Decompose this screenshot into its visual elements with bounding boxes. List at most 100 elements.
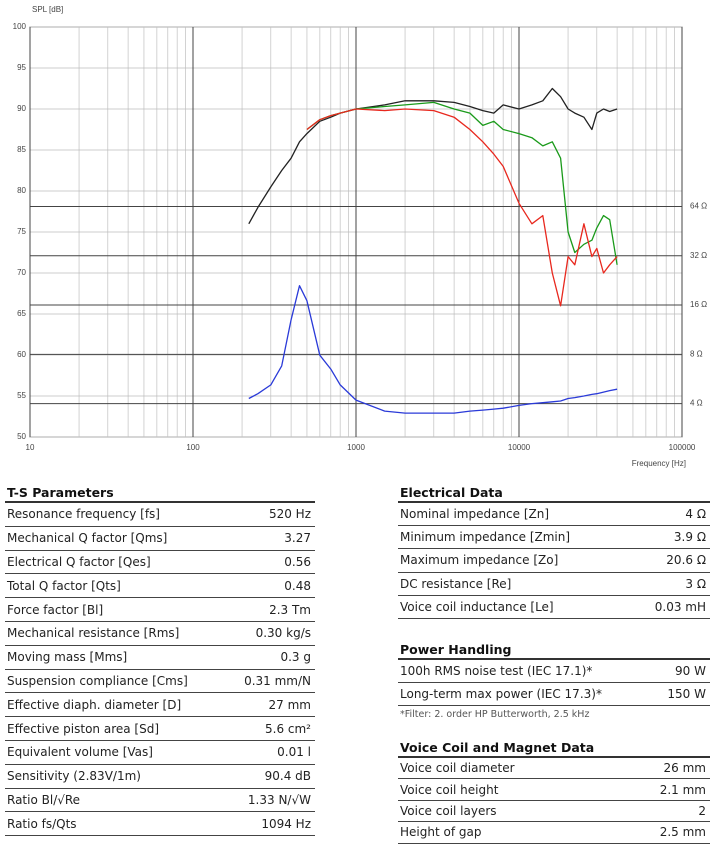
table-row: Minimum impedance [Zmin] 3.9 Ω — [398, 526, 710, 550]
y-tick-label: 65 — [17, 309, 26, 318]
row-label: Force factor [Bl] — [7, 602, 104, 617]
row-value: 27 mm — [268, 697, 311, 712]
row-label: Voice coil inductance [Le] — [400, 599, 554, 614]
table-row: Resonance frequency [fs] 520 Hz — [5, 503, 315, 527]
chart: SPL [dB] Frequency [Hz] 50 55 60 65 70 75 80 85… — [13, 5, 707, 468]
table-row: Total Q factor [Qts] 0.48 — [5, 574, 315, 599]
table-row: Voice coil height 2.1 mm — [398, 779, 710, 801]
row-value: 26 mm — [663, 761, 706, 776]
y-tick-label: 80 — [17, 186, 26, 195]
row-label: Height of gap — [400, 825, 482, 840]
row-label: Ratio Bl/√Re — [7, 792, 81, 807]
table-row: Electrical Q factor [Qes] 0.56 — [5, 551, 315, 575]
row-label: DC resistance [Re] — [400, 576, 512, 591]
row-label: Mechanical Q factor [Qms] — [7, 531, 168, 546]
row-label: Electrical Q factor [Qes] — [7, 554, 151, 569]
table-row: Suspension compliance [Cms] 0.31 mm/N — [5, 670, 315, 694]
row-label: Sensitivity (2.83V/1m) — [7, 769, 141, 784]
table-row: Moving mass [Mms] 0.3 g — [5, 646, 315, 670]
row-value: 3 Ω — [685, 576, 706, 591]
footnote: *Filter: 2. order HP Butterworth, 2.5 kH… — [400, 709, 590, 720]
y-tick-label: 70 — [17, 268, 26, 277]
table-row: Ratio Bl/√Re 1.33 N/√W — [5, 789, 315, 813]
row-label: Minimum impedance [Zmin] — [400, 530, 571, 545]
row-label: Resonance frequency [fs] — [7, 507, 160, 522]
row-label: Mechanical resistance [Rms] — [7, 626, 180, 641]
x-tick-label: 1000 — [347, 443, 365, 452]
row-label: Nominal impedance [Zn] — [400, 507, 550, 522]
row-label: Equivalent volume [Vas] — [7, 745, 153, 760]
table-row: Voice coil layers 2 — [398, 801, 710, 823]
x-tick-label: 10000 — [508, 443, 531, 452]
row-value: 2.3 Tm — [269, 602, 311, 617]
row-label: Long-term max power (IEC 17.3)* — [400, 687, 602, 701]
table-row: Effective diaph. diameter [D] 27 mm — [5, 693, 315, 718]
row-value: 4 Ω — [685, 507, 706, 522]
section-title: Voice Coil and Magnet Data — [398, 739, 710, 758]
table-row: Ratio fs/Qts 1094 Hz — [5, 812, 315, 837]
table-row: Nominal impedance [Zn] 4 Ω — [398, 503, 710, 527]
table-row: Long-term max power (IEC 17.3)* 150 W — [398, 683, 710, 706]
row-label: Suspension compliance [Cms] — [7, 673, 188, 688]
y-tick-label: 60 — [17, 350, 26, 359]
row-value: 1.33 N/√W — [247, 792, 311, 807]
row-value: 2 — [698, 803, 706, 818]
row-value: 90 W — [675, 664, 706, 678]
y2-tick-label: 64 Ω — [690, 202, 707, 211]
section-title: Power Handling — [398, 641, 710, 660]
row-value: 0.30 kg/s — [255, 626, 311, 641]
x-tick-label: 100 — [186, 443, 200, 452]
table-row: Mechanical resistance [Rms] 0.30 kg/s — [5, 622, 315, 646]
y2-tick-label: 4 Ω — [690, 399, 703, 408]
row-value: 20.6 Ω — [666, 553, 706, 568]
table-row: Effective piston area [Sd] 5.6 cm² — [5, 717, 315, 741]
row-label: Effective diaph. diameter [D] — [7, 697, 182, 712]
row-value: 0.56 — [284, 554, 311, 569]
series-line — [306, 101, 618, 265]
y-tick-label: 50 — [17, 432, 26, 441]
y-tick-label: 85 — [17, 145, 26, 154]
row-value: 0.03 mH — [654, 599, 706, 614]
y-tick-label: 55 — [17, 391, 26, 400]
y-tick-label: 75 — [17, 227, 26, 236]
table-row: Equivalent volume [Vas] 0.01 l — [5, 741, 315, 765]
y-axis-label: SPL [dB] — [32, 5, 63, 14]
row-value: 0.3 g — [280, 650, 311, 665]
row-label: Total Q factor [Qts] — [7, 578, 121, 593]
row-value: 0.01 l — [277, 745, 311, 760]
row-label: Moving mass [Mms] — [7, 650, 128, 665]
row-value: 520 Hz — [268, 507, 311, 522]
series-line — [248, 87, 618, 225]
table-row: Maximum impedance [Zo] 20.6 Ω — [398, 549, 710, 573]
y-tick-label: 100 — [13, 22, 27, 31]
row-value: 0.31 mm/N — [244, 673, 311, 688]
y2-tick-label: 32 Ω — [690, 251, 707, 260]
table-row: 100h RMS noise test (IEC 17.1)* 90 W — [398, 660, 710, 683]
table-row: Sensitivity (2.83V/1m) 90.4 dB — [5, 765, 315, 789]
y2-tick-label: 16 Ω — [690, 300, 707, 309]
y-tick-label: 95 — [17, 63, 26, 72]
row-label: Voice coil layers — [400, 803, 497, 818]
row-label: Voice coil diameter — [400, 761, 515, 776]
row-value: 2.1 mm — [659, 782, 706, 797]
section-title: T-S Parameters — [5, 484, 315, 503]
table-row: Voice coil diameter 26 mm — [398, 758, 710, 780]
row-label: Voice coil height — [400, 782, 499, 797]
table-row: Height of gap 2.5 mm — [398, 822, 710, 844]
table-row: Force factor [Bl] 2.3 Tm — [5, 598, 315, 622]
y2-tick-label: 8 Ω — [690, 349, 703, 358]
row-value: 2.5 mm — [659, 825, 706, 840]
x-tick-label: 100000 — [669, 443, 696, 452]
series-line — [306, 108, 618, 307]
row-value: 3.27 — [284, 531, 311, 546]
series-line — [248, 285, 618, 414]
row-label: Effective piston area [Sd] — [7, 721, 160, 736]
row-label: 100h RMS noise test (IEC 17.1)* — [400, 664, 593, 678]
row-label: Ratio fs/Qts — [7, 816, 77, 831]
row-value: 1094 Hz — [261, 816, 311, 831]
row-value: 90.4 dB — [264, 769, 311, 784]
x-axis-label: Frequency [Hz] — [632, 459, 686, 468]
row-label: Maximum impedance [Zo] — [400, 553, 559, 568]
table-row: DC resistance [Re] 3 Ω — [398, 573, 710, 596]
y-tick-label: 90 — [17, 104, 26, 113]
